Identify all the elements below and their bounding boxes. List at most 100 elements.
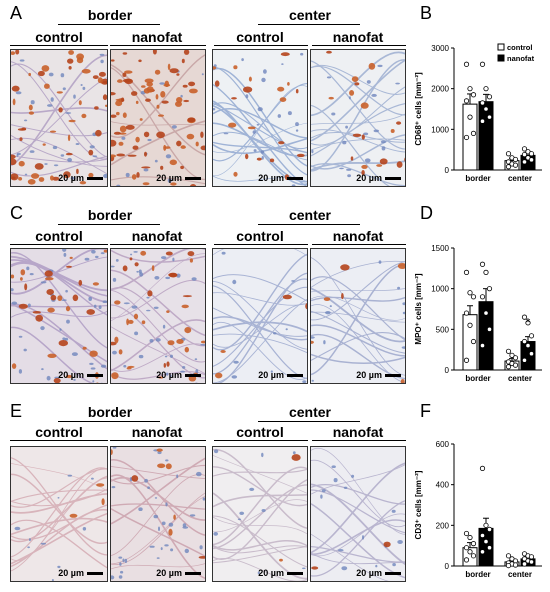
stained-cell xyxy=(404,157,405,162)
tissue-fiber xyxy=(311,311,405,323)
nucleus xyxy=(323,340,326,345)
tissue-fiber xyxy=(111,495,205,565)
scale-bar-line xyxy=(287,572,303,576)
stained-cell xyxy=(111,341,117,346)
stained-cell xyxy=(63,171,71,179)
nucleus xyxy=(295,122,299,127)
nucleus xyxy=(47,104,53,107)
stained-cell xyxy=(118,349,123,355)
nucleus xyxy=(237,518,241,521)
stained-cell xyxy=(11,51,16,55)
stained-cell xyxy=(68,50,74,55)
stained-cell xyxy=(352,133,362,137)
nucleus xyxy=(154,159,158,163)
nucleus xyxy=(326,76,332,79)
nucleus xyxy=(300,52,304,56)
nucleus xyxy=(27,303,31,308)
stained-cell xyxy=(340,264,350,271)
tissue-fiber xyxy=(11,517,107,536)
nucleus xyxy=(138,354,144,359)
nucleus xyxy=(23,348,27,352)
nucleus xyxy=(149,545,155,548)
nucleus xyxy=(11,301,18,305)
nucleus xyxy=(80,84,83,86)
data-point xyxy=(521,338,528,345)
nucleus xyxy=(18,335,23,338)
data-point xyxy=(483,310,489,316)
stained-cell xyxy=(156,131,165,139)
tissue-fiber xyxy=(311,500,405,577)
group-line-border-e xyxy=(58,421,160,422)
stained-cell xyxy=(323,297,331,301)
tissue-fiber xyxy=(111,64,205,156)
scale-bar-line xyxy=(385,572,401,576)
nucleus xyxy=(11,288,14,292)
stained-cell xyxy=(176,339,184,344)
stained-cell xyxy=(143,131,150,138)
stained-cell xyxy=(52,176,60,181)
stained-cell xyxy=(169,159,177,166)
stained-cell xyxy=(115,100,123,107)
scale-bar: 20 µm xyxy=(356,569,401,578)
data-point xyxy=(486,326,493,332)
y-tick-label: 200 xyxy=(436,521,450,530)
nucleus xyxy=(378,260,382,264)
stained-cell xyxy=(350,156,354,161)
scale-label: 20 µm xyxy=(58,173,84,183)
col-line-e-2 xyxy=(110,440,206,441)
tissue-fiber xyxy=(11,252,107,349)
stained-cell xyxy=(280,52,290,57)
data-point xyxy=(512,355,519,361)
stained-cell xyxy=(126,318,129,326)
nucleus xyxy=(139,272,144,277)
stained-cell xyxy=(184,327,192,334)
stained-cell xyxy=(72,294,79,302)
chart-d-mpo: MPO⁺ cells [mm⁻²] 0 500 1000 1500 border cente… xyxy=(414,244,542,383)
tissue-fiber xyxy=(213,515,307,568)
nucleus xyxy=(302,380,307,383)
nucleus xyxy=(157,451,162,455)
data-point xyxy=(528,333,535,339)
stained-cell xyxy=(125,124,135,130)
data-point xyxy=(528,151,535,157)
stained-cell xyxy=(113,131,121,135)
nucleus xyxy=(159,82,165,85)
nucleus xyxy=(194,358,198,361)
nucleus xyxy=(291,280,295,282)
data-point xyxy=(521,561,528,567)
data-point xyxy=(467,290,473,296)
stained-cell xyxy=(396,161,403,168)
stained-cell xyxy=(81,113,87,119)
data-point xyxy=(470,338,477,345)
tissue-fiber xyxy=(311,138,405,151)
stained-cell xyxy=(400,379,405,383)
data-point xyxy=(521,151,528,158)
data-point xyxy=(486,526,493,533)
stained-cell xyxy=(141,85,146,88)
nucleus xyxy=(102,300,107,303)
col-line-c-4 xyxy=(312,244,406,245)
tissue-fiber xyxy=(111,249,205,263)
tissue-fiber xyxy=(311,65,405,116)
nucleus xyxy=(100,59,104,64)
nucleus xyxy=(381,146,386,151)
col-label-c-3: control xyxy=(236,228,284,244)
nucleus xyxy=(239,511,245,515)
stained-cell xyxy=(67,134,71,142)
nucleus xyxy=(196,471,202,477)
nucleus xyxy=(100,382,103,383)
nucleus xyxy=(118,556,123,559)
stained-cell xyxy=(147,290,153,297)
y-tick-label: 3000 xyxy=(431,44,449,53)
tissue-fiber xyxy=(11,509,107,568)
nucleus xyxy=(180,370,185,373)
nucleus xyxy=(351,474,355,478)
col-line-a-1 xyxy=(10,45,108,46)
stained-cell xyxy=(379,158,388,165)
nucleus xyxy=(241,58,244,62)
stained-cell xyxy=(243,86,253,93)
col-line-e-3 xyxy=(214,440,308,441)
stained-cell xyxy=(136,172,140,178)
stained-cell xyxy=(164,146,171,149)
nucleus xyxy=(124,558,128,563)
